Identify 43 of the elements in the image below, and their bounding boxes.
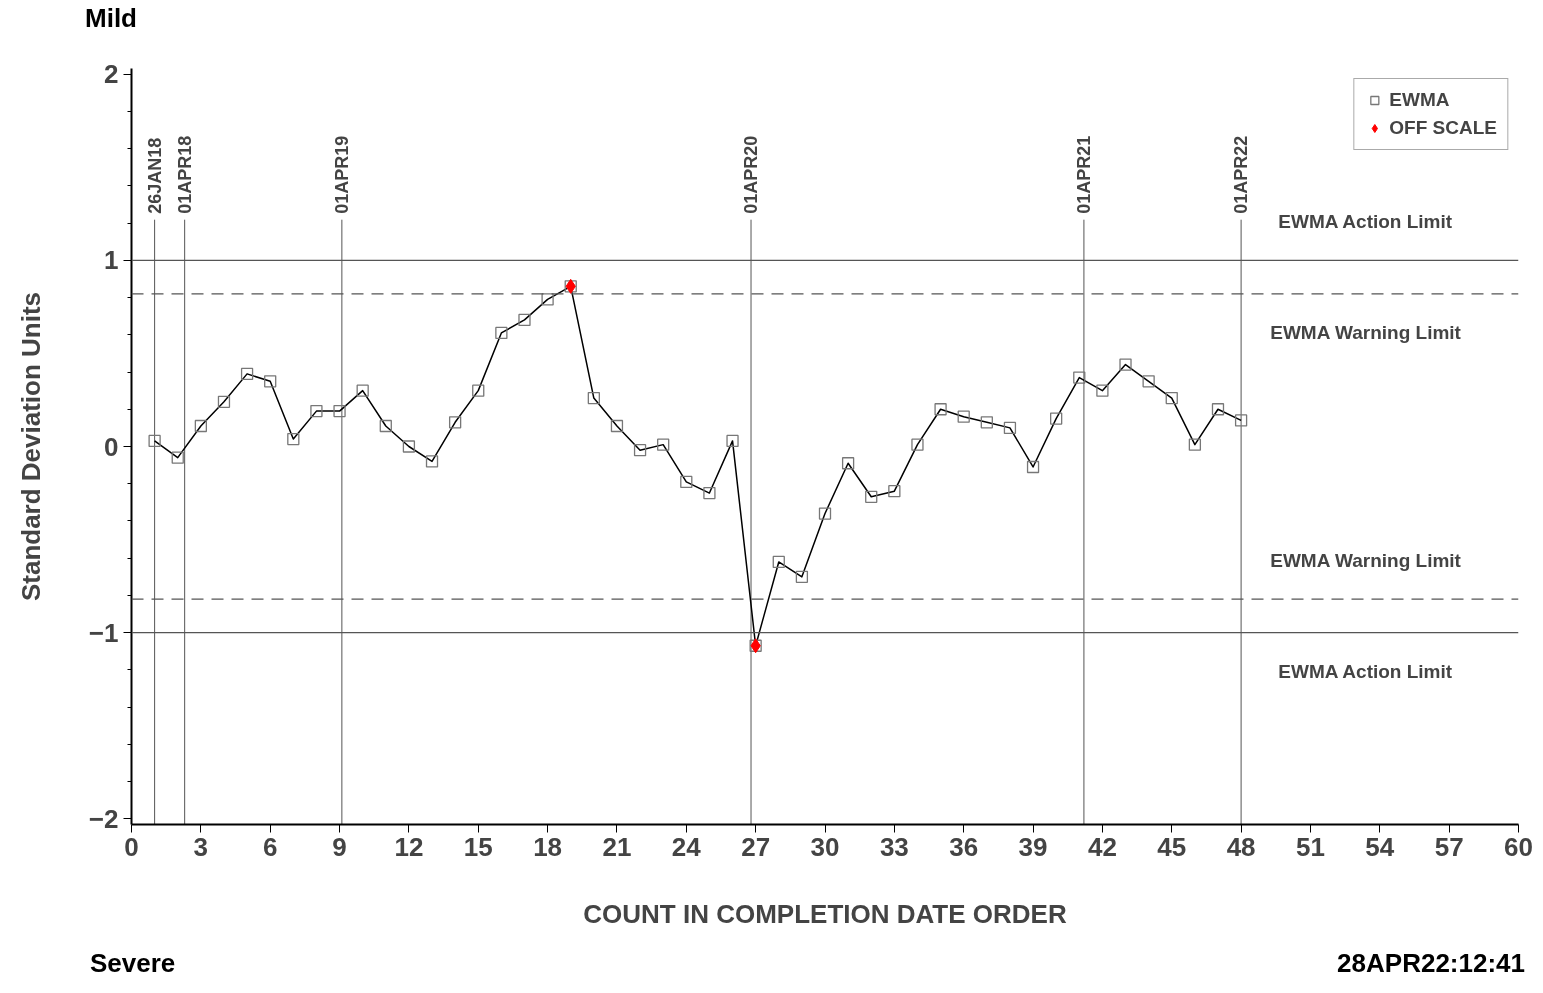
x-tick-label: 12: [394, 831, 424, 862]
text: 28APR22:12:41: [1337, 947, 1525, 980]
x-tick-label: 21: [602, 831, 632, 862]
x-tick-label: 39: [1018, 831, 1048, 862]
ref-line-label: 01APR18: [174, 135, 195, 214]
y-tick-label: 1: [104, 245, 119, 276]
x-tick-label: 27: [741, 831, 771, 862]
x-tick-label: 51: [1295, 831, 1325, 862]
y-axis-title: Standard Deviation Units: [15, 291, 46, 602]
x-tick-label: 42: [1087, 831, 1117, 862]
y-tick-label: −2: [88, 803, 119, 834]
ref-line-label: 01APR22: [1231, 135, 1252, 214]
ref-line-label: EWMA Action Limit: [1278, 660, 1453, 682]
text: Mild: [85, 2, 137, 35]
ref-line-label: EWMA Warning Limit: [1270, 321, 1462, 343]
x-axis-title: COUNT IN COMPLETION DATE ORDER: [583, 898, 1067, 929]
ref-line-label: 01APR21: [1073, 135, 1094, 214]
x-tick-label: 57: [1434, 831, 1464, 862]
x-tick-label: 48: [1226, 831, 1256, 862]
ref-line-label: 01APR19: [331, 135, 352, 214]
x-tick-label: 6: [262, 831, 278, 862]
x-tick-label: 0: [124, 831, 139, 862]
x-tick-label: 33: [879, 831, 909, 862]
legend-label: EWMA: [1389, 89, 1450, 111]
x-tick-label: 3: [193, 831, 209, 862]
x-tick-label: 54: [1365, 831, 1395, 862]
y-tick-label: 2: [104, 59, 119, 90]
legend-label: OFF SCALE: [1389, 117, 1497, 139]
ref-line-label: 01APR20: [741, 135, 762, 214]
ref-line-label: EWMA Warning Limit: [1270, 550, 1462, 572]
x-tick-label: 45: [1157, 831, 1187, 862]
x-tick-label: 60: [1504, 831, 1533, 862]
x-tick-label: 30: [810, 831, 840, 862]
x-tick-label: 9: [332, 831, 347, 862]
y-tick-label: 0: [104, 431, 119, 462]
y-tick-label: −1: [88, 617, 119, 648]
ref-line-label: EWMA Action Limit: [1278, 211, 1453, 233]
text: Severe: [90, 947, 176, 980]
x-tick-label: 15: [463, 831, 493, 862]
ref-line-label: 26JAN18: [144, 137, 165, 214]
x-tick-label: 36: [949, 831, 979, 862]
x-tick-label: 18: [533, 831, 563, 862]
x-tick-label: 24: [671, 831, 702, 862]
